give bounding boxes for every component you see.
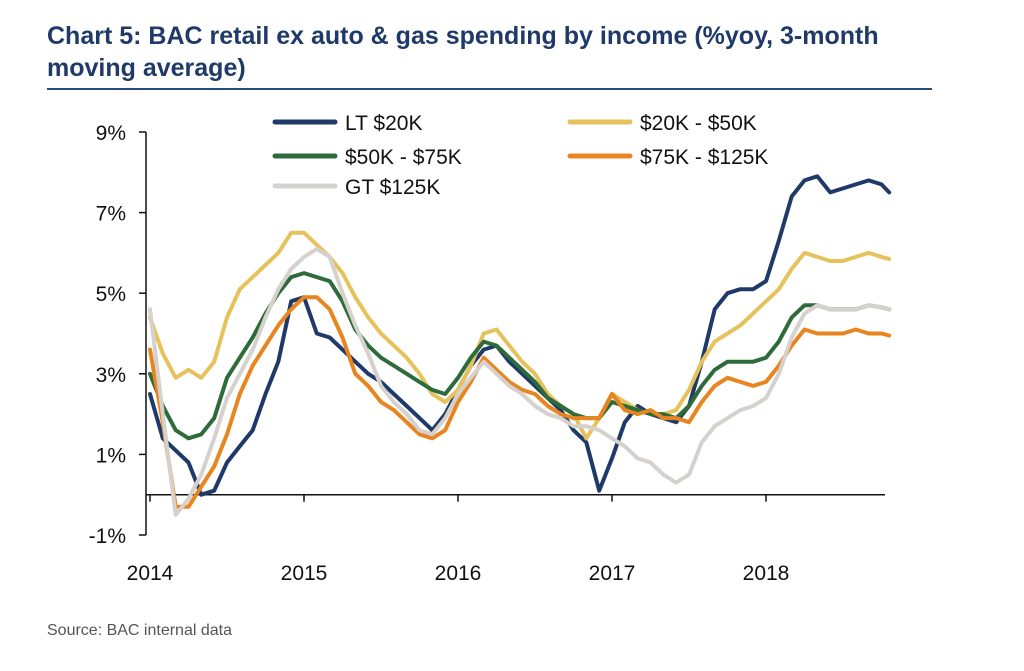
x-tick-label: 2014 [127, 562, 174, 585]
y-tick-label: 1% [96, 444, 126, 467]
x-tick-label: 2017 [589, 562, 636, 585]
x-tick-label: 2015 [281, 562, 328, 585]
title-divider [47, 88, 932, 90]
y-tick-label: 3% [96, 364, 126, 387]
series-line-1 [148, 174, 892, 497]
legend-label: GT $125K [345, 176, 440, 199]
legend-label: $75K - $125K [640, 146, 768, 169]
y-tick-label: -1% [89, 525, 126, 548]
legend-label: $50K - $75K [345, 146, 462, 169]
series-line-5 [148, 246, 892, 517]
series-line-2 [148, 230, 892, 441]
x-tick-label: 2016 [435, 562, 482, 585]
chart-axes: 9% 7% 5% 3% 1% -1%2014 2015 2016 2017 2018 [89, 122, 885, 585]
y-tick-label: 7% [96, 203, 126, 226]
series-layer [148, 174, 892, 517]
y-tick-label: 5% [96, 283, 126, 306]
chart-title: Chart 5: BAC retail ex auto & gas spendi… [47, 22, 879, 82]
x-tick-label: 2018 [743, 562, 790, 585]
chart-legend: LT $20K $20K - $50K $50K - $75K $75K - $125… [272, 112, 768, 199]
legend-label: LT $20K [345, 112, 422, 135]
legend-label: $20K - $50K [640, 112, 757, 135]
y-tick-label: 9% [96, 122, 126, 145]
source-note: Source: BAC internal data [47, 622, 232, 639]
line-chart: 9% 7% 5% 3% 1% -1%2014 2015 2016 2017 2018 LT $20… [89, 112, 892, 585]
series-line-4 [148, 295, 892, 509]
